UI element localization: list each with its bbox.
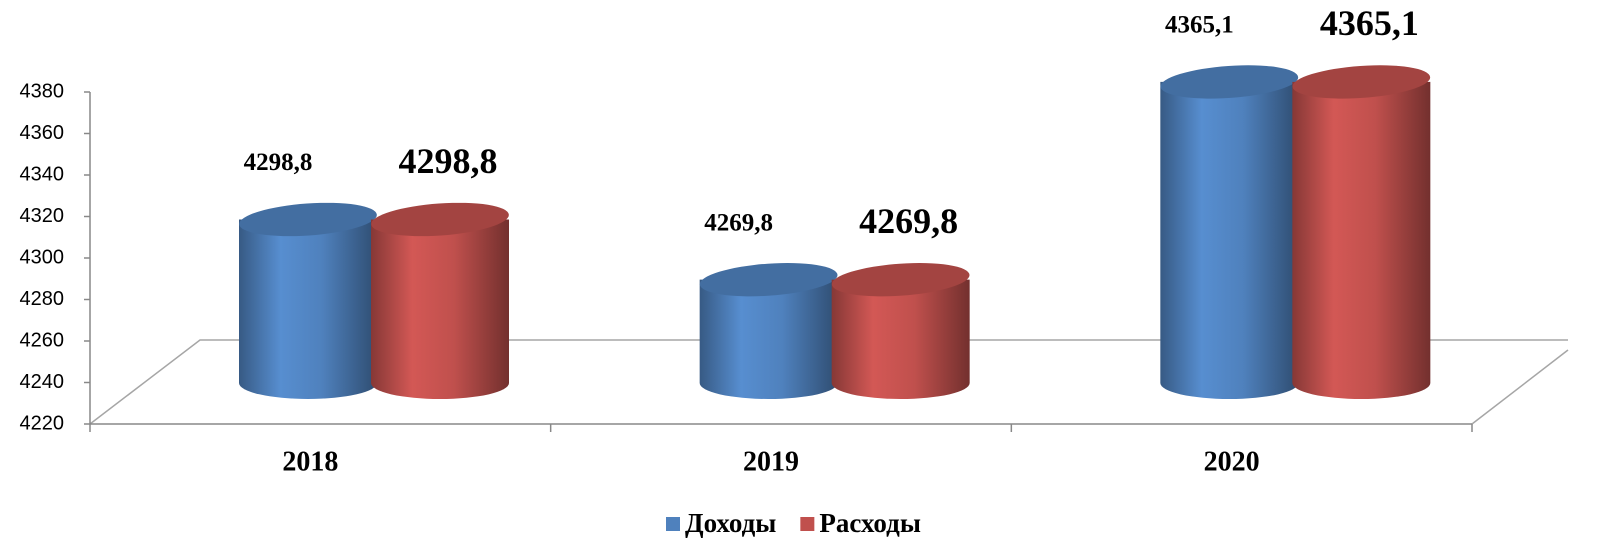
y-tick-label: 4220 [20, 412, 65, 434]
cylinder-body [239, 219, 377, 399]
cylinder-body [1160, 81, 1299, 399]
cylinder [699, 262, 838, 399]
y-tick-label: 4300 [20, 246, 65, 268]
y-tick-label: 4380 [20, 80, 65, 102]
data-label: 4298,8 [399, 141, 498, 181]
cylinder [1160, 65, 1299, 399]
x-tick-label: 2018 [282, 446, 338, 477]
cylinder [1292, 65, 1431, 399]
y-tick-label: 4280 [20, 288, 65, 310]
y-tick-label: 4260 [20, 329, 65, 351]
cylinder [239, 202, 377, 399]
data-label: 4269,8 [704, 209, 773, 236]
cylinder-body [699, 279, 838, 399]
legend-label: Доходы [685, 508, 776, 538]
legend-label: Расходы [819, 508, 921, 538]
floor-edge [89, 339, 1568, 425]
cylinder-top [1160, 65, 1299, 99]
cylinder-top [831, 262, 970, 297]
data-label: 4365,1 [1165, 12, 1234, 39]
data-label: 4298,8 [244, 149, 313, 176]
cylinder [831, 262, 970, 399]
legend-swatch [666, 517, 680, 531]
y-tick-label: 4320 [20, 205, 65, 227]
data-label: 4269,8 [859, 201, 958, 241]
floor-edge [1471, 349, 1569, 425]
y-tick-label: 4340 [20, 163, 65, 185]
cylinder-body [371, 219, 509, 399]
x-tick-label: 2019 [743, 446, 799, 477]
cylinder-top [1292, 65, 1431, 99]
data-label: 4365,1 [1320, 3, 1419, 43]
legend-swatch [800, 517, 815, 531]
cylinder-top [371, 202, 509, 237]
y-tick-label: 4360 [20, 122, 65, 144]
x-tick-label: 2020 [1204, 446, 1260, 477]
cylinder-body [1292, 81, 1431, 399]
cylinder [371, 202, 509, 399]
cylinder-body [831, 279, 970, 399]
y-tick-label: 4240 [20, 371, 65, 393]
cylinder-top [239, 202, 377, 237]
cylinder-top [699, 262, 838, 297]
floor [89, 339, 1569, 425]
